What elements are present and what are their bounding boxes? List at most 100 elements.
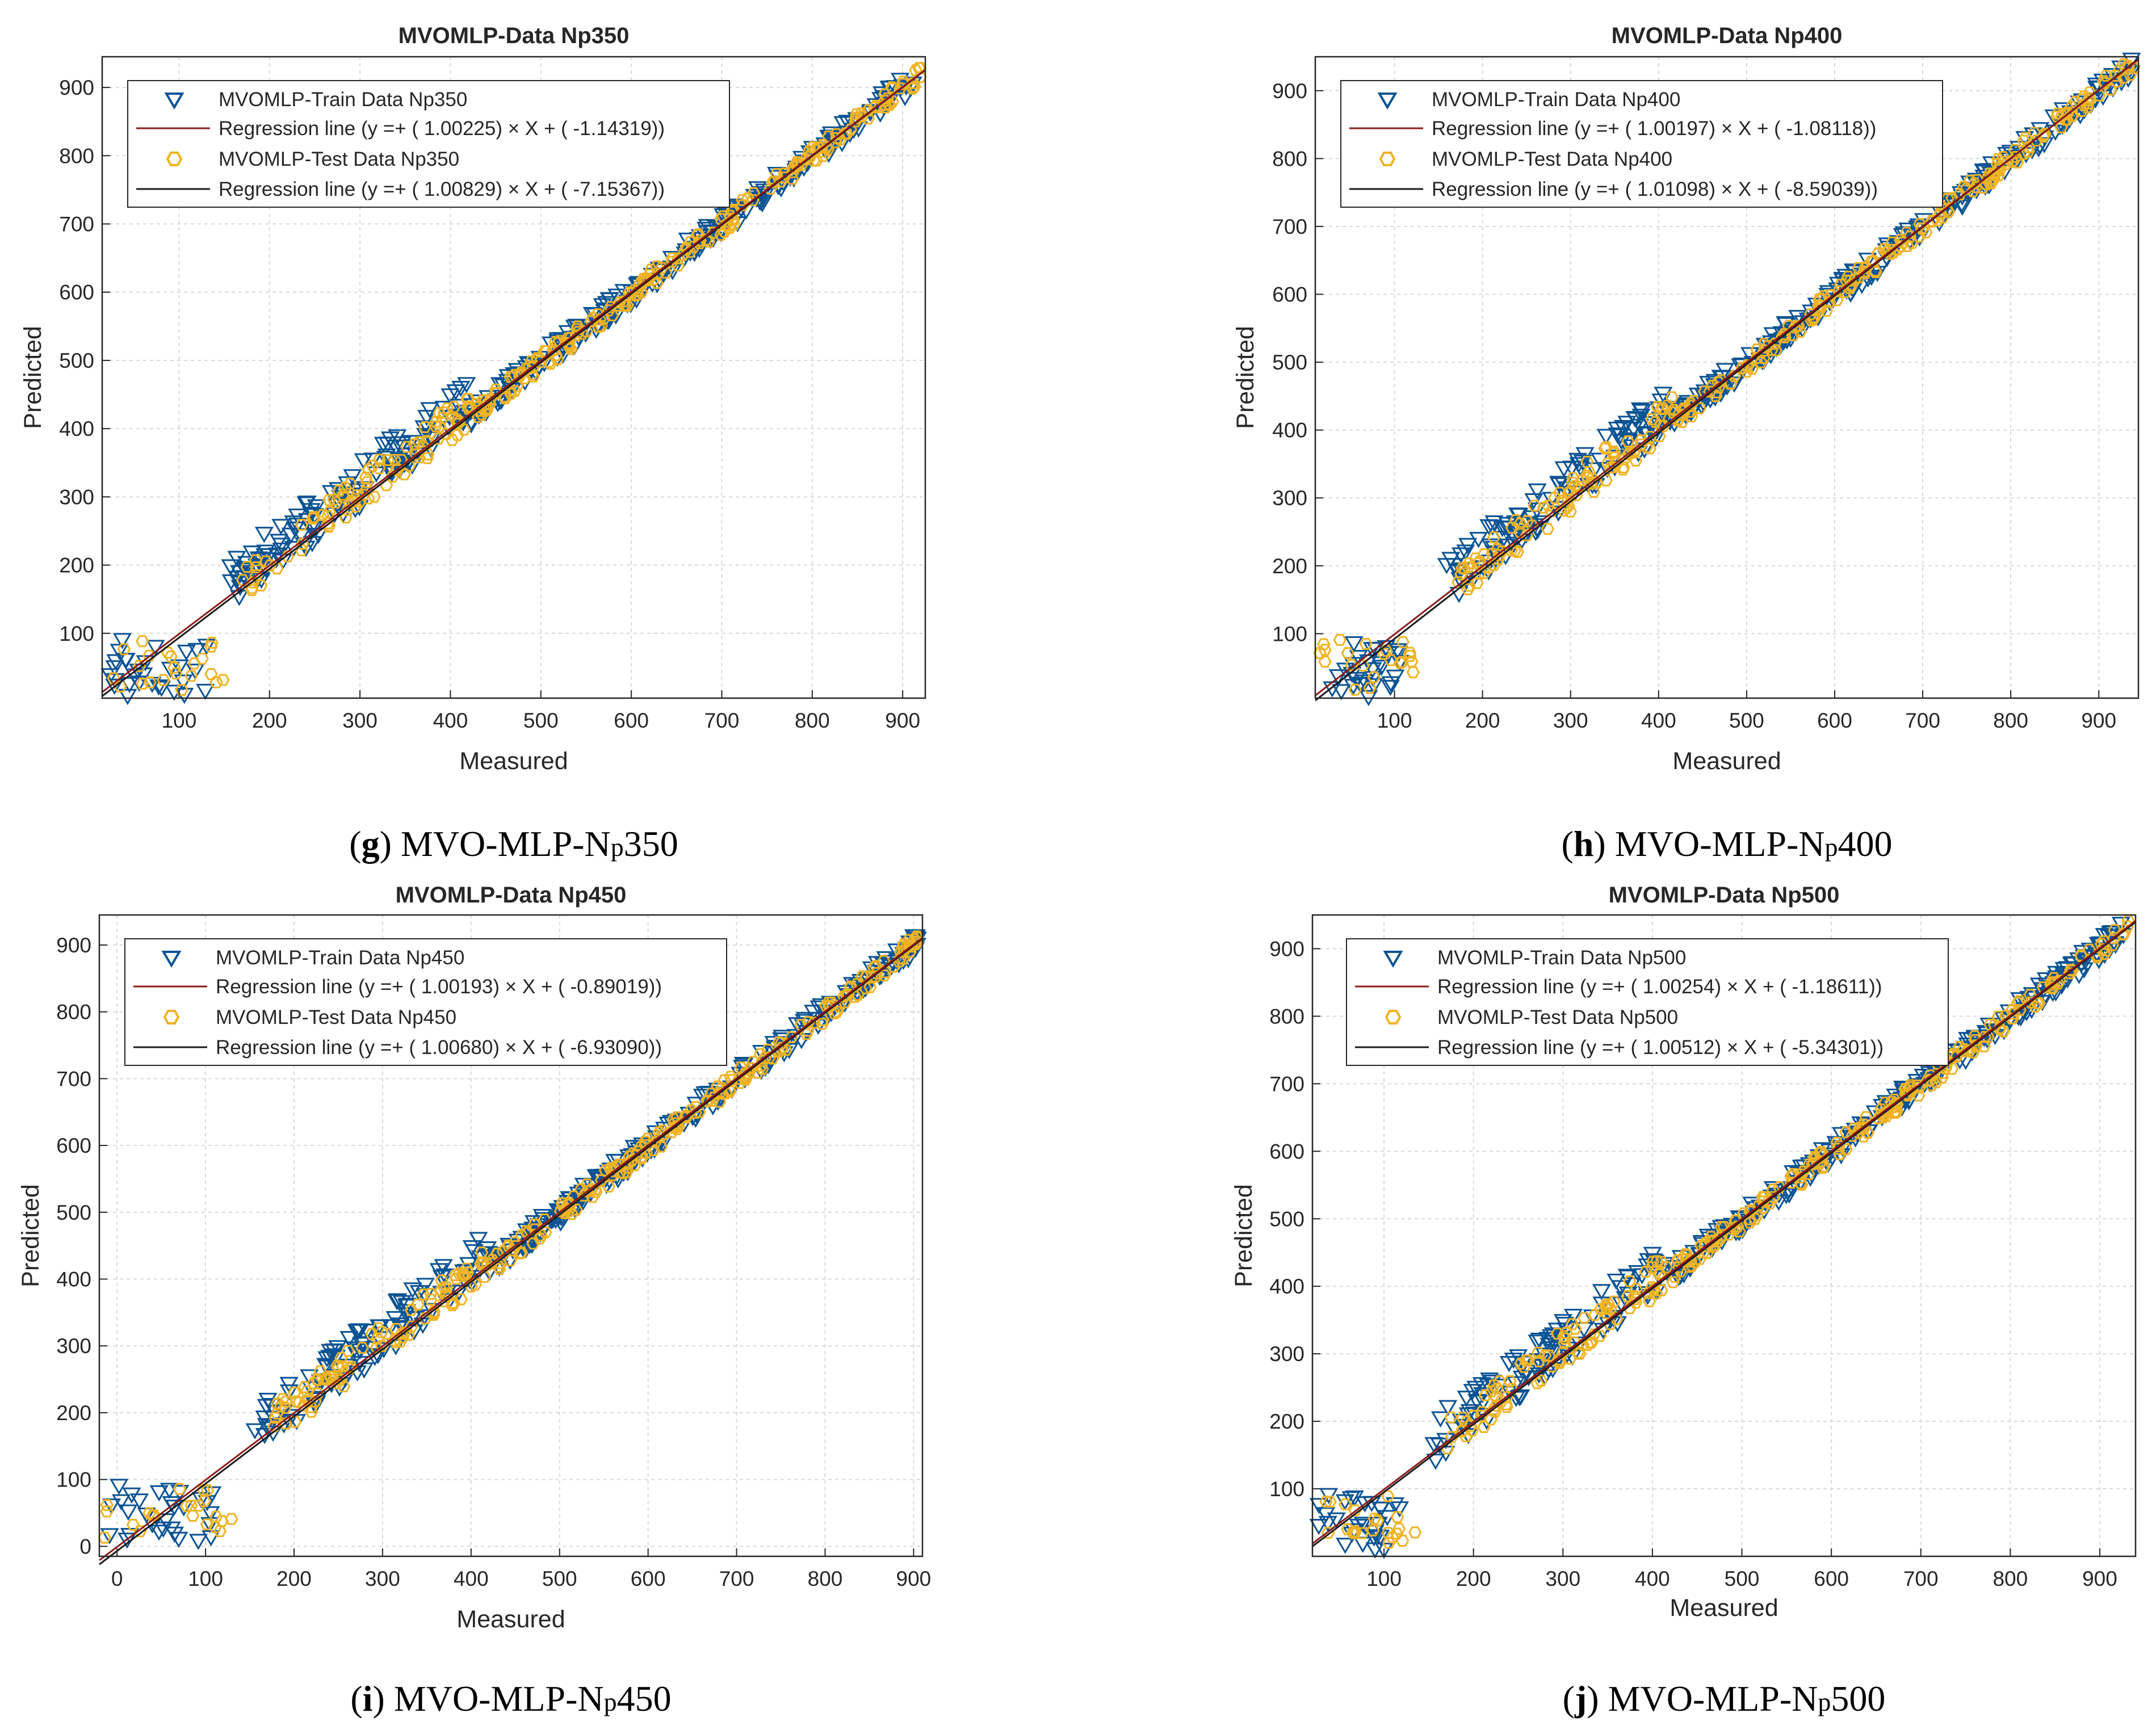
x-tick-label: 700: [704, 709, 740, 732]
test-data-point: [794, 158, 808, 171]
test-data-point: [1693, 1253, 1706, 1265]
x-tick-label: 600: [1817, 709, 1852, 732]
train-data-point: [1424, 1437, 1444, 1454]
test-data-point: [1933, 208, 1947, 221]
x-axis-label: Measured: [459, 748, 568, 775]
train-data-point: [272, 543, 291, 559]
test-data-point: [1607, 1295, 1621, 1308]
test-data-point: [1945, 192, 1959, 204]
y-axis-label: Predicted: [1230, 1184, 1257, 1287]
train-data-point: [462, 1240, 481, 1257]
test-data-point: [2028, 1000, 2042, 1013]
test-data-point: [484, 393, 497, 406]
test-data-point: [631, 288, 645, 301]
train-data-point: [106, 654, 125, 671]
test-data-point: [327, 1374, 341, 1386]
test-data-point: [727, 218, 741, 230]
train-data-point: [1530, 1332, 1549, 1349]
test-regression-line: [99, 938, 923, 1565]
train-data-point: [1316, 1507, 1336, 1523]
test-data-point: [829, 128, 844, 140]
test-data-point: [526, 1237, 540, 1250]
y-tick-label: 700: [56, 1067, 91, 1090]
y-tick-label: 300: [56, 1334, 91, 1358]
test-data-point: [356, 488, 370, 501]
test-data-point: [208, 1521, 222, 1534]
test-data-point: [205, 636, 219, 649]
test-data-point: [1852, 1126, 1865, 1139]
test-data-point: [1368, 1513, 1381, 1525]
test-data-point: [1323, 1496, 1337, 1508]
train-data-point: [1541, 1329, 1561, 1346]
x-tick-label: 600: [1814, 1567, 1849, 1590]
train-data-point: [1328, 669, 1348, 686]
test-data-point: [1601, 457, 1615, 469]
test-data-point: [606, 1165, 620, 1178]
train-data-point: [174, 674, 193, 691]
train-data-point: [129, 675, 149, 692]
legend-test-label: MVOMLP-Test Data Np450: [216, 1006, 456, 1028]
y-tick-label: 500: [59, 349, 94, 372]
test-data-point: [1887, 1093, 1901, 1106]
test-data-point: [1537, 502, 1551, 514]
test-data-point: [245, 582, 259, 594]
test-data-point: [1598, 442, 1612, 455]
train-data-point: [260, 1419, 279, 1436]
train-data-point: [833, 116, 853, 133]
x-axis-label: Measured: [1672, 748, 1781, 775]
train-data-point: [753, 196, 772, 213]
test-data-point: [305, 513, 320, 525]
test-data-point: [1806, 313, 1821, 326]
test-data-point: [861, 104, 875, 116]
test-data-point: [1391, 1511, 1404, 1523]
test-data-point: [332, 485, 346, 497]
test-data-point: [304, 1405, 318, 1418]
test-data-point: [565, 1208, 579, 1220]
test-data-point: [133, 1525, 147, 1538]
train-data-point: [1573, 455, 1592, 471]
y-tick-label: 900: [56, 934, 91, 957]
test-data-point: [451, 429, 464, 442]
test-data-point: [429, 415, 443, 428]
test-data-point: [859, 982, 873, 994]
test-data-point: [445, 434, 459, 446]
test-data-point: [1580, 469, 1593, 482]
test-data-point: [180, 1500, 194, 1513]
test-data-point: [848, 990, 862, 1003]
test-data-point: [1757, 351, 1771, 364]
train-data-point: [1386, 669, 1405, 686]
train-data-point: [200, 1517, 220, 1534]
test-data-point: [1494, 1395, 1508, 1408]
test-data-point: [607, 1162, 621, 1175]
train-data-point: [1364, 678, 1383, 695]
test-data-point: [157, 674, 170, 686]
test-data-point: [1745, 363, 1759, 375]
test-data-point: [1444, 1411, 1458, 1424]
y-axis-label: Predicted: [1232, 326, 1259, 429]
y-tick-label: 100: [59, 622, 94, 645]
legend-train-marker-icon: [1383, 951, 1403, 968]
test-data-point: [1477, 548, 1491, 561]
test-data-point: [526, 362, 540, 374]
train-data-point: [1841, 286, 1860, 303]
test-data-point: [701, 1095, 715, 1107]
test-data-point: [481, 1258, 494, 1271]
train-data-point: [1585, 462, 1604, 479]
test-data-point: [437, 1295, 451, 1308]
test-data-point: [908, 933, 921, 946]
test-data-point: [498, 392, 512, 405]
train-data-point: [221, 559, 240, 576]
y-tick-label: 500: [1269, 1207, 1304, 1231]
test-data-point: [404, 1304, 418, 1316]
test-data-point: [1996, 1025, 2010, 1038]
test-data-point: [1899, 1088, 1912, 1100]
test-data-point: [1370, 1514, 1385, 1527]
test-data-point: [308, 511, 321, 523]
train-data-point: [154, 1521, 173, 1538]
test-data-point: [452, 1267, 466, 1279]
test-data-point: [335, 1360, 350, 1372]
x-tick-label: 200: [1456, 1567, 1491, 1590]
train-data-point: [288, 508, 307, 525]
train-data-point: [129, 1493, 149, 1510]
test-data-point: [1901, 1088, 1915, 1101]
